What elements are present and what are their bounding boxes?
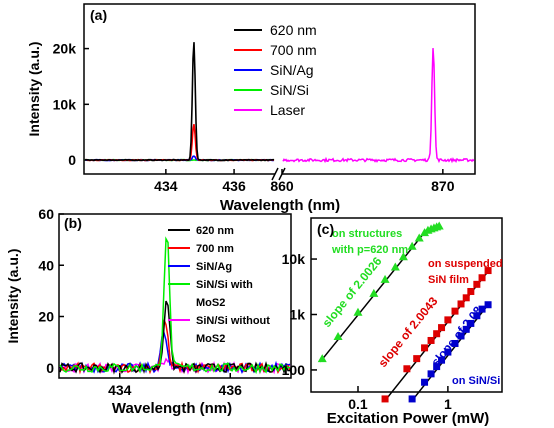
legend-label: SiN/Ag [196,261,232,273]
data-point [444,348,452,356]
data-point [444,316,452,324]
y-axis-label: Intensity (a.u.) [26,42,42,137]
data-point [333,332,343,341]
legend-label: Laser [270,102,305,118]
data-point [421,344,429,352]
y-tick-label: 20k [53,41,77,57]
data-point [369,288,379,297]
axis-break-mark [271,167,279,181]
legend-label: 620 nm [196,225,234,237]
data-point [421,378,429,386]
data-point [467,319,475,327]
series-line-700-nm [84,124,275,162]
series-line-laser [282,48,475,164]
data-point [473,312,481,320]
y-tick-label: 100 [282,362,306,378]
panel-a: 0 10k 20k 434 436 860 870 620 nm 700 nm SiN/Ag SiN… [26,3,476,214]
data-point [467,287,475,295]
legend-label: 700 nm [270,42,317,58]
series-annotation: with p=620 nm [331,244,408,256]
series-line-sin-si-with-mos2 [59,236,291,375]
data-point [484,301,492,309]
plot-frame-b [58,213,292,379]
legend-label: MoS2 [196,333,225,345]
data-point [438,356,446,364]
x-axis-label: Excitation Power (mW) [327,410,490,427]
data-point [434,221,444,230]
series-annotation: SiN film [428,274,469,286]
data-point [381,395,389,403]
data-point [433,363,441,371]
data-point [353,307,363,316]
y-tick-label: 10k [53,96,77,112]
legend-label: SiN/Si with [196,279,253,291]
x-tick-label: 870 [431,178,455,194]
data-point [433,330,441,338]
x-tick-label: 436 [219,382,243,398]
panel-label: (b) [64,215,82,231]
data-point [414,233,424,242]
x-tick-label: 0.1 [348,396,368,412]
y-tick-label: 10k [282,251,306,267]
x-tick-label: 434 [108,382,132,398]
data-point [478,274,486,282]
data-point [473,280,481,288]
x-axis-label: Wavelength (nm) [220,197,340,214]
y-tick-label: 0 [46,360,54,376]
data-point [380,274,390,283]
y-tick-label: 40 [38,257,54,273]
data-point [451,339,459,347]
data-point [438,324,446,332]
data-point [462,325,470,333]
panel-label: (a) [90,7,107,23]
panel-label: (c) [317,221,334,237]
series-annotation: on SiN/Si [452,375,500,387]
x-tick-label: 436 [222,178,246,194]
legend-label: SiN/Si without [196,315,270,327]
data-point [398,252,408,261]
data-point [457,332,465,340]
data-point [413,355,421,363]
y-tick-label: 20 [38,309,54,325]
x-axis-label: Wavelength (nm) [112,400,232,417]
data-point [451,307,459,315]
data-point [403,365,411,373]
axis-break-gap [275,168,282,180]
x-tick-label: 860 [270,178,294,194]
panel-c: 100 1k 10k 0.1 1 on structures with p=620 nm on… [282,217,503,427]
data-point [484,267,492,275]
data-point [457,300,465,308]
y-tick-label: 0 [68,152,76,168]
legend-label: 620 nm [270,22,317,38]
data-point [427,370,435,378]
data-point [478,305,486,313]
series-annotation: on suspended [428,258,503,270]
y-axis-label: Intensity (a.u.) [5,249,21,344]
plot-frame-c [310,217,503,393]
x-tick-label: 1 [444,396,452,412]
data-point [390,262,400,271]
y-tick-label: 60 [38,206,54,222]
data-point [317,354,327,363]
x-tick-label: 434 [154,178,178,194]
legend-label: MoS2 [196,297,225,309]
series-line-620-nm [84,42,274,162]
y-tick-label: 1k [289,306,305,322]
series-annotation: on structures [332,228,402,240]
legend-label: SiN/Si [270,82,309,98]
series-line-700-nm [59,319,291,375]
data-point [408,395,416,403]
data-point [427,336,435,344]
data-point [462,294,470,302]
data-point [407,241,417,250]
panel-b: 0 20 40 60 434 436 620 nm 700 nm SiN/Ag SiN/Si wi… [5,206,292,417]
legend-label: 700 nm [196,243,234,255]
legend-label: SiN/Ag [270,62,314,78]
